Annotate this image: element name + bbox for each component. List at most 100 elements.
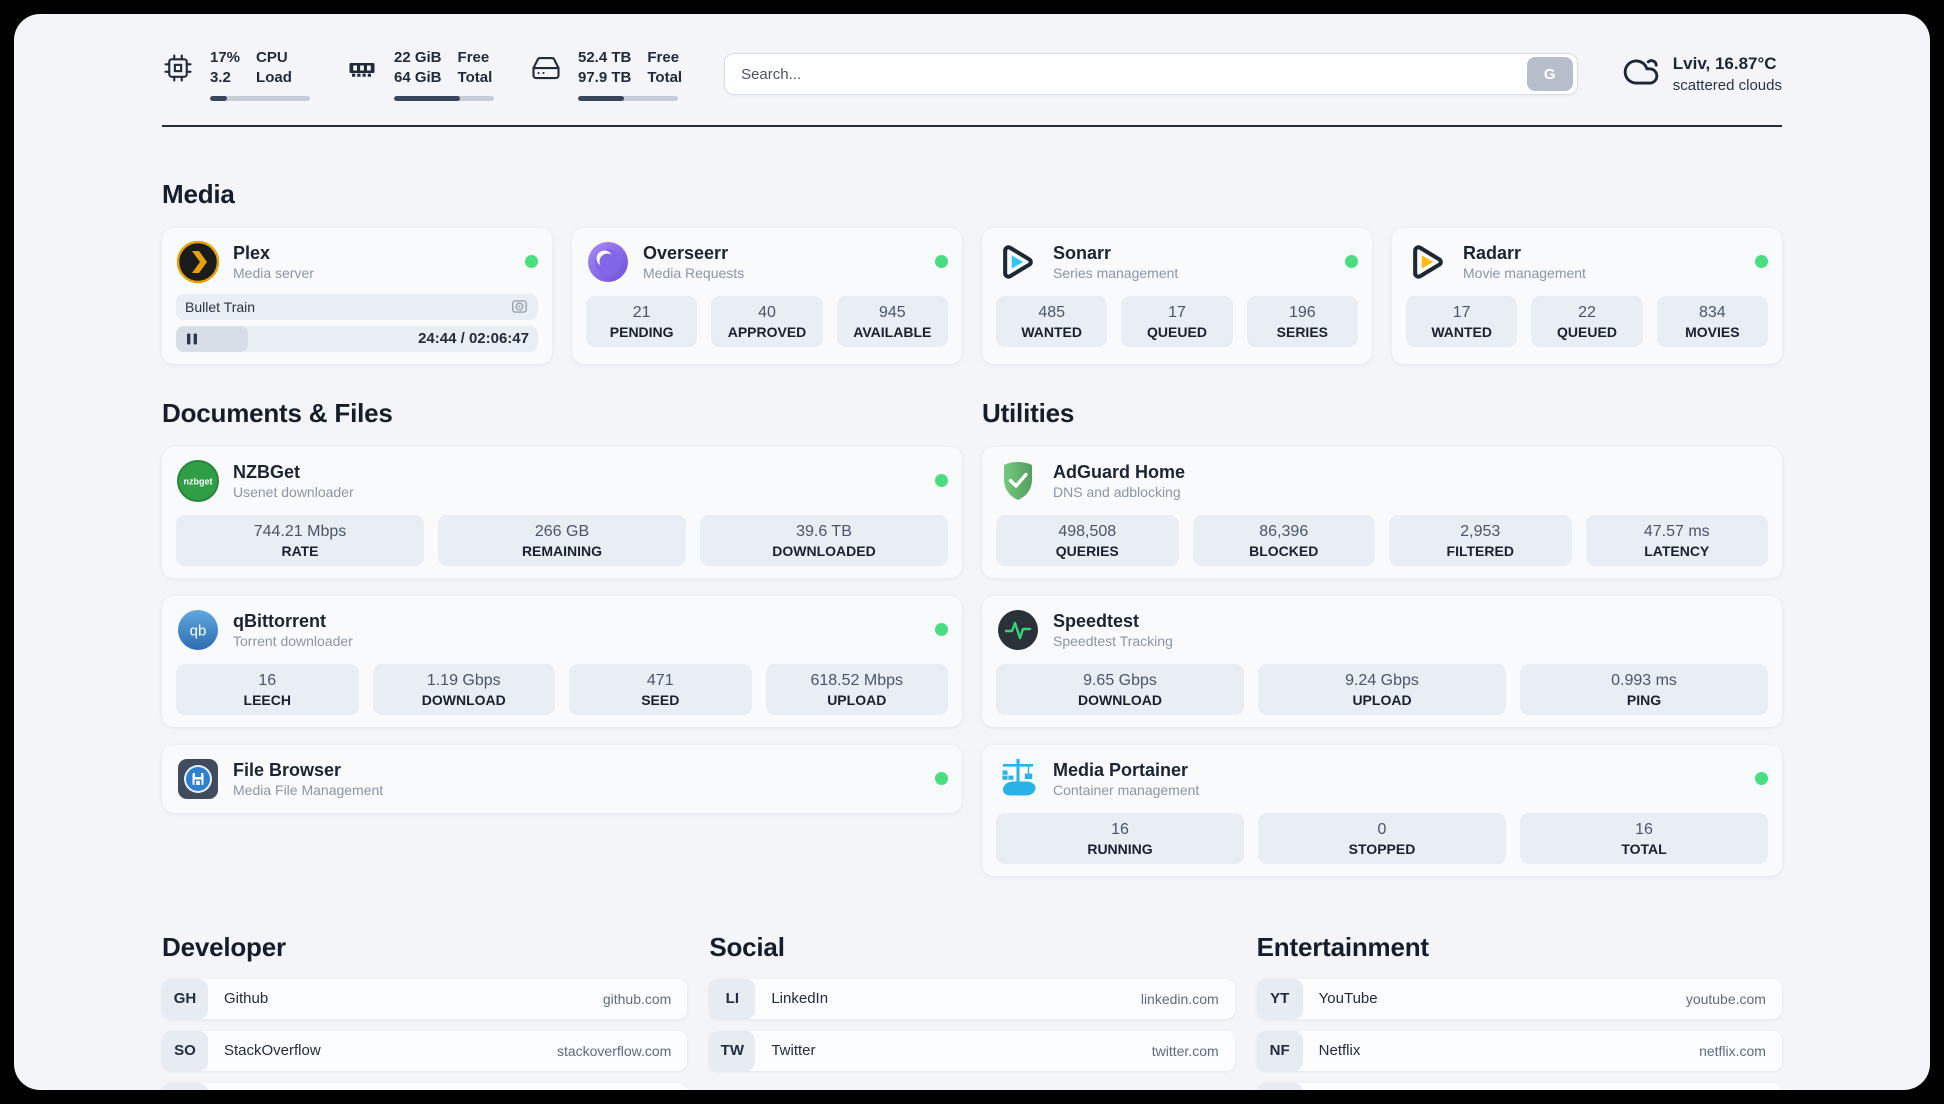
status-dot [935,623,948,636]
pill-value: 0.993 ms [1611,671,1677,689]
pill-label: REMAINING [521,542,603,559]
stat-pill: 471 SEED [569,663,752,715]
developer-section: Developer GH Github github.com SO StackO… [162,932,688,1090]
link-netflix[interactable]: NF Netflix netflix.com [1256,1030,1782,1071]
status-dot [1755,255,1768,268]
pill-value: 86,396 [1259,522,1309,540]
disk-stat: 52.4 TB 97.9 TB Free Total [530,48,682,101]
link-badge: SO [162,1030,208,1071]
filebrowser-card[interactable]: File Browser Media File Management [162,744,962,813]
seek-bar[interactable]: 24:44 / 02:06:47 [176,325,538,352]
pill-label: FILTERED [1446,542,1514,559]
overseerr-card[interactable]: Overseerr Media Requests 21 PENDING 40 APP… [572,227,962,364]
radarr-card[interactable]: Radarr Movie management 17 WANTED 22 QUEUE… [1392,227,1782,364]
cpu-icon [162,53,194,83]
stat-pill: 2,953 FILTERED [1389,514,1572,566]
pill-value: 47.57 ms [1643,522,1710,540]
stat-pill: 16 LEECH [176,663,359,715]
app-title: qBittorrent [233,610,326,631]
link-name: Netflix [1318,1042,1361,1059]
link-name: Twitter [771,1042,816,1059]
stat-pill: 834 MOVIES [1656,295,1768,347]
qbittorrent-card[interactable]: qb qBittorrent Torrent downloader 16 LEEC… [162,595,962,727]
nzbget-card[interactable]: nzbget NZBGet Usenet downloader 744.21 M… [162,446,962,578]
status-dot [935,772,948,785]
camera-icon[interactable] [510,297,529,316]
status-dot [1755,772,1768,785]
pill-label: WANTED [1431,323,1492,340]
memory-total-value: 64 GiB [394,69,442,87]
link-badge: YT [1256,978,1303,1019]
plex-icon [176,240,220,284]
app-title: Sonarr [1053,242,1112,263]
cpu-usage-value: 17% [210,49,241,66]
link-url: netflix.com [1699,1042,1766,1059]
pill-label: BLOCKED [1249,542,1319,559]
now-playing-row: Bullet Train [176,293,538,320]
stat-pill: 16 RUNNING [996,812,1244,864]
status-dot [525,255,538,268]
speedtest-card[interactable]: Speedtest Speedtest Tracking 9.65 Gbps DO… [982,595,1782,727]
link-url: youtube.com [1685,990,1766,1007]
stat-pill: 17 WANTED [1406,295,1518,347]
link-linkedin[interactable]: LI LinkedIn linkedin.com [709,978,1235,1019]
stat-pill: 945 AVAILABLE [836,295,948,347]
link-twitter[interactable]: TW Twitter twitter.com [709,1030,1235,1071]
search-engine-button[interactable]: G [1526,57,1573,92]
stat-pill: 266 GB REMAINING [438,514,686,566]
pill-value: 834 [1698,303,1726,321]
filebrowser-icon [176,757,220,801]
link-name: YouTube [1318,990,1378,1007]
link-badge: TW [709,1030,756,1071]
top-bar: 17% 3.2 CPU Load 22 GiB [162,14,1782,101]
pill-label: WANTED [1021,323,1082,340]
pill-value: 17 [1168,303,1186,321]
pill-label: MOVIES [1685,323,1740,340]
link-reddit[interactable]: RE Reddit reddit.com [1256,1082,1782,1090]
stat-pill: 0 STOPPED [1258,812,1506,864]
pill-label: TOTAL [1621,840,1667,857]
portainer-card[interactable]: Media Portainer Container management 16 R… [982,744,1782,876]
app-title: Overseerr [643,242,729,263]
pill-value: 0 [1377,820,1387,838]
pill-value: 945 [878,303,906,321]
link-youtube[interactable]: YT YouTube youtube.com [1256,978,1782,1019]
overseerr-icon [586,240,630,284]
section-title-social: Social [709,931,785,962]
memory-icon [346,53,378,83]
memory-free-value: 22 GiB [394,49,442,66]
cpu-usage-label: CPU [256,49,288,66]
pill-value: 9.24 Gbps [1345,671,1419,689]
cpu-stat: 17% 3.2 CPU Load [162,48,310,101]
stat-pill: 196 SERIES [1246,295,1358,347]
link-badge: GH [162,978,208,1019]
pill-value: 498,508 [1058,522,1117,540]
stat-pill: 39.6 TB DOWNLOADED [700,514,948,566]
app-title: Speedtest [1053,610,1140,631]
media-grid: Plex Media server Bullet Train [162,227,1782,364]
link-dev[interactable]: DT DEV dev.to [162,1082,688,1090]
search-bar: G [724,53,1578,96]
plex-card[interactable]: Plex Media server Bullet Train [162,227,552,364]
memory-total-label: Total [457,69,493,87]
link-stackoverflow[interactable]: SO StackOverflow stackoverflow.com [162,1030,688,1071]
pill-value: 39.6 TB [796,522,852,540]
link-github[interactable]: GH Github github.com [162,978,688,1019]
sonarr-card[interactable]: Sonarr Series management 485 WANTED 17 QUE… [982,227,1372,364]
qbittorrent-icon-text: qb [190,622,207,639]
pill-label: LEECH [243,691,291,708]
adguard-card[interactable]: AdGuard Home DNS and adblocking 498,508 Q… [982,446,1782,578]
link-badge: LI [709,978,756,1019]
app-title: NZBGet [233,461,300,482]
cloud-icon [1622,53,1660,96]
link-badge: NF [1256,1030,1303,1071]
pill-label: UPLOAD [827,691,887,708]
memory-free-label: Free [457,49,490,66]
link-name: StackOverflow [224,1042,321,1059]
pill-value: 21 [632,303,651,321]
search-input[interactable] [725,65,1527,83]
cpu-progressbar [210,95,310,101]
pause-icon[interactable] [185,332,199,346]
link-url: github.com [602,990,672,1007]
stat-pill: 9.65 Gbps DOWNLOAD [996,663,1244,715]
